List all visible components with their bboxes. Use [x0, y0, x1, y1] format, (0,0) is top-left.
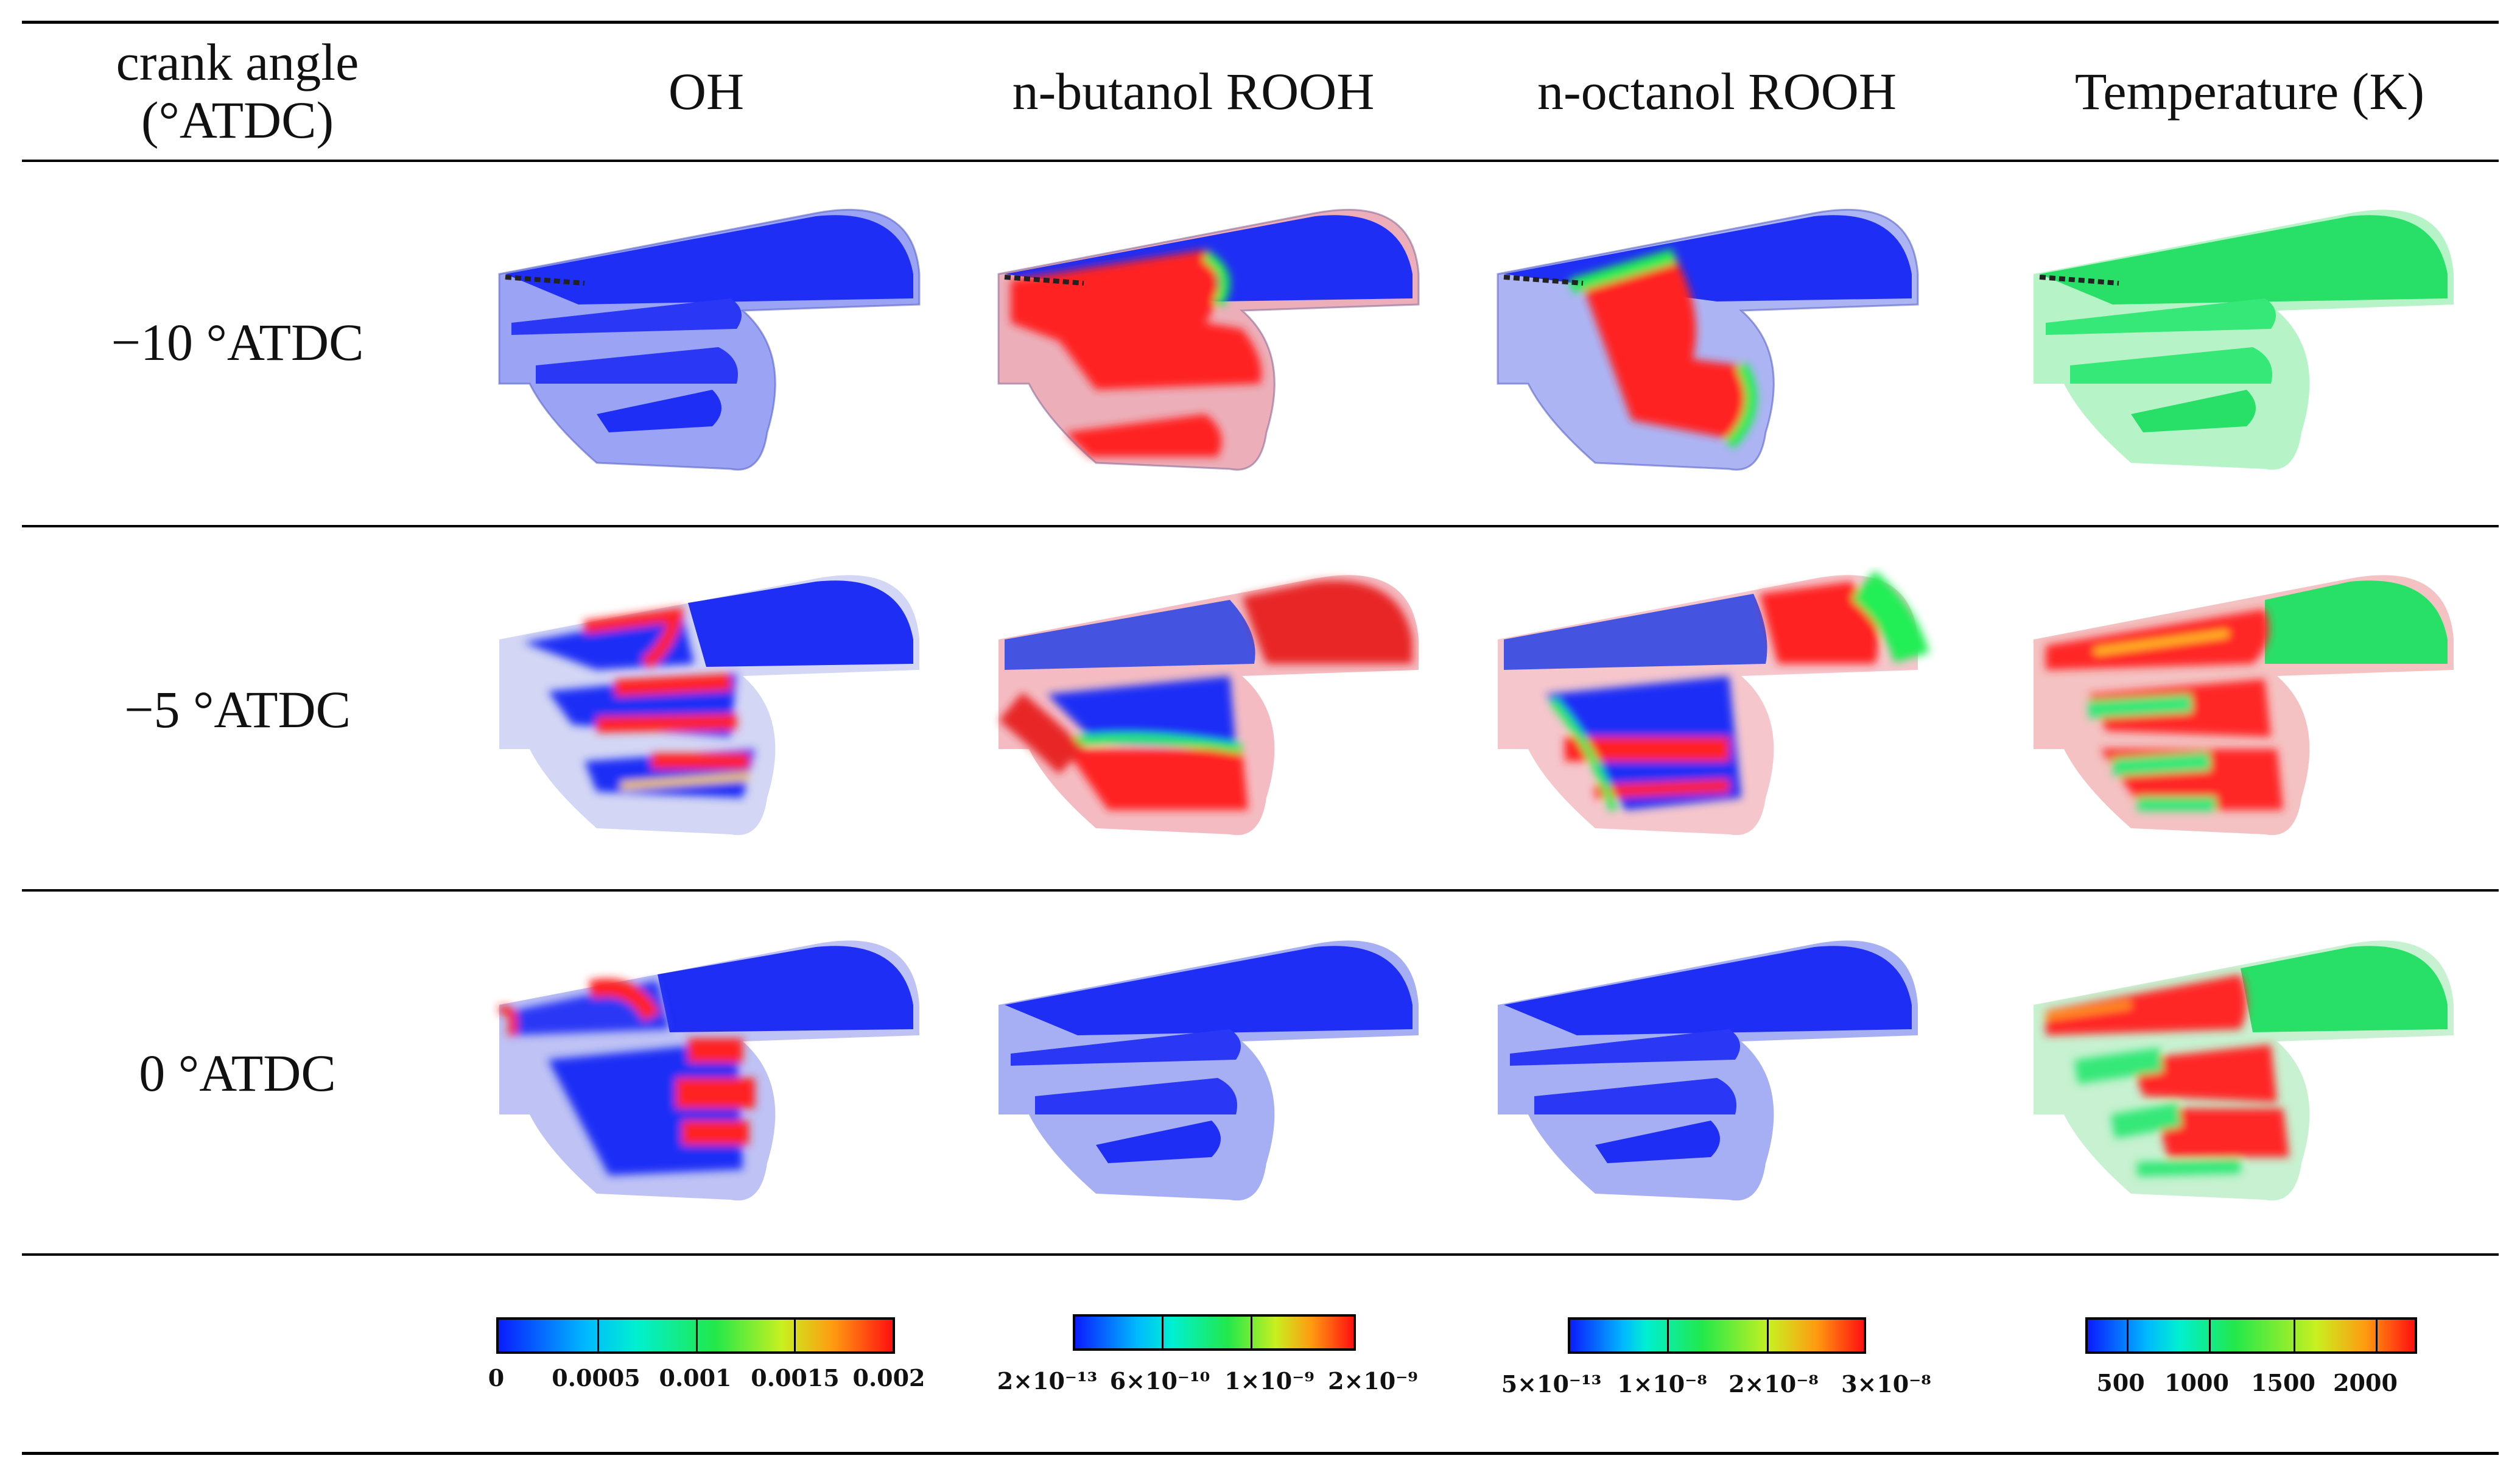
colorbar-oh-label-4: 0.002	[852, 1364, 925, 1392]
header-crank-angle: crank angle (°ATDC)	[24, 24, 451, 158]
header-octanol-rooh: n-octanol ROOH	[1537, 62, 1897, 121]
contour-temperature-minus5	[2009, 566, 2508, 847]
row-label-minus5: −5 °ATDC	[124, 680, 351, 739]
row-label-zero: 0 °ATDC	[139, 1044, 336, 1102]
colorbar-octanol-label-2: 2×10⁻⁸	[1729, 1370, 1819, 1398]
colorbar-butanol-label-2: 1×10⁻⁹	[1224, 1367, 1314, 1395]
header-crank-line1: crank angle	[116, 33, 359, 92]
contour-oh-minus5	[475, 566, 974, 847]
row1-rule	[22, 525, 2499, 527]
header-rule	[22, 160, 2499, 162]
header-temperature: Temperature (K)	[2074, 62, 2425, 121]
colorbar-temperature-label-0: 500	[2096, 1369, 2145, 1396]
colorbar-octanol-label-3: 3×10⁻⁸	[1841, 1370, 1931, 1398]
contour-oh-minus10	[475, 201, 974, 481]
colorbar-temperature-label-2: 1500	[2251, 1369, 2315, 1396]
colorbar-butanol-label-3: 2×10⁻⁹	[1328, 1367, 1418, 1395]
table-bottom-rule	[22, 1452, 2499, 1455]
colorbar-temperature-label-1: 1000	[2164, 1369, 2229, 1396]
colorbar-oh	[496, 1317, 895, 1354]
contour-octanol-minus10	[1473, 201, 1973, 481]
table-top-rule	[22, 21, 2499, 24]
contour-octanol-zero	[1473, 932, 1973, 1212]
colorbar-butanol-label-0: 2×10⁻¹³	[997, 1367, 1098, 1395]
header-butanol-rooh: n-butanol ROOH	[1012, 62, 1375, 121]
contour-butanol-minus5	[974, 566, 1473, 847]
colorbar-butanol	[1073, 1314, 1356, 1351]
contour-oh-zero	[475, 932, 974, 1212]
header-crank-line2: (°ATDC)	[141, 91, 334, 149]
colorbar-oh-label-1: 0.0005	[552, 1364, 641, 1392]
contour-butanol-zero	[974, 932, 1473, 1212]
contour-butanol-minus10	[974, 201, 1473, 481]
colorbar-oh-label-2: 0.001	[659, 1364, 732, 1392]
row3-rule	[22, 1253, 2499, 1256]
colorbar-butanol-label-1: 6×10⁻¹⁰	[1109, 1367, 1210, 1395]
colorbar-temperature-label-3: 2000	[2333, 1369, 2398, 1396]
colorbar-octanol-label-0: 5×10⁻¹³	[1501, 1370, 1602, 1398]
colorbar-octanol-label-1: 1×10⁻⁸	[1617, 1370, 1707, 1398]
contour-temperature-minus10	[2009, 201, 2508, 481]
colorbar-oh-label-0: 0	[488, 1364, 505, 1392]
colorbar-oh-label-3: 0.0015	[751, 1364, 840, 1392]
contour-octanol-minus5	[1473, 566, 1973, 847]
colorbar-octanol	[1568, 1317, 1866, 1354]
colorbar-temperature	[2085, 1317, 2417, 1354]
row-label-minus10: −10 °ATDC	[111, 313, 364, 371]
contour-temperature-zero	[2009, 932, 2508, 1212]
row2-rule	[22, 889, 2499, 892]
header-oh: OH	[668, 62, 745, 121]
